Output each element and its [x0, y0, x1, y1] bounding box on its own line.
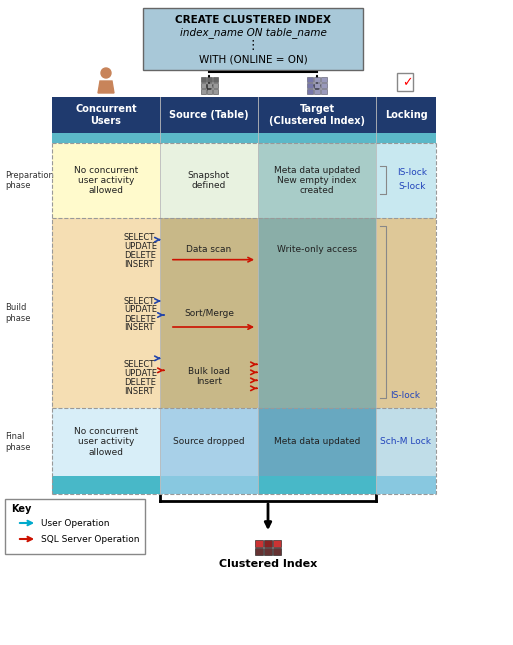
Bar: [52, 143, 160, 218]
Text: SELECT: SELECT: [124, 360, 155, 369]
Bar: [314, 83, 320, 88]
Bar: [397, 73, 413, 91]
Text: Write-only access: Write-only access: [277, 245, 357, 254]
Bar: [52, 133, 160, 143]
Bar: [264, 540, 272, 547]
Text: Build
phase: Build phase: [5, 303, 30, 322]
Bar: [314, 77, 320, 82]
Text: No concurrent
user activity
allowed: No concurrent user activity allowed: [74, 427, 138, 457]
Text: Key: Key: [11, 504, 31, 514]
Bar: [376, 97, 436, 133]
Bar: [201, 77, 206, 82]
Bar: [258, 218, 376, 408]
Bar: [213, 77, 218, 82]
Text: ⋮: ⋮: [247, 39, 259, 52]
Bar: [376, 408, 436, 476]
Text: INSERT: INSERT: [124, 387, 153, 396]
Bar: [273, 540, 281, 547]
Text: Target
(Clustered Index): Target (Clustered Index): [269, 104, 365, 126]
Bar: [307, 89, 313, 94]
Bar: [307, 83, 313, 88]
Bar: [255, 548, 263, 555]
Text: Meta data updated: Meta data updated: [274, 437, 360, 446]
Text: UPDATE: UPDATE: [124, 242, 157, 251]
Text: S-lock: S-lock: [398, 182, 426, 191]
Text: DELETE: DELETE: [124, 251, 156, 260]
Text: Sort/Merge: Sort/Merge: [184, 308, 234, 317]
Text: Concurrent
Users: Concurrent Users: [75, 104, 137, 126]
Polygon shape: [98, 81, 114, 93]
Bar: [258, 133, 376, 143]
Bar: [201, 83, 206, 88]
Text: Source (Table): Source (Table): [169, 110, 249, 120]
Text: Clustered Index: Clustered Index: [219, 559, 317, 569]
Bar: [258, 408, 376, 476]
Text: UPDATE: UPDATE: [124, 306, 157, 315]
Bar: [258, 97, 376, 133]
Text: CREATE CLUSTERED INDEX: CREATE CLUSTERED INDEX: [175, 15, 331, 25]
Bar: [258, 143, 376, 218]
Bar: [264, 548, 272, 555]
Bar: [52, 476, 160, 494]
Text: Snapshot
defined: Snapshot defined: [188, 171, 230, 190]
Text: Data scan: Data scan: [186, 245, 232, 254]
Bar: [160, 476, 258, 494]
Text: Bulk load
Insert: Bulk load Insert: [188, 366, 230, 386]
Text: Sch-M Lock: Sch-M Lock: [381, 437, 431, 446]
Text: SQL Server Operation: SQL Server Operation: [41, 535, 140, 544]
Text: SELECT: SELECT: [124, 233, 155, 242]
Text: INSERT: INSERT: [124, 324, 153, 333]
Text: SELECT: SELECT: [124, 297, 155, 306]
Bar: [160, 97, 258, 133]
Bar: [52, 408, 160, 476]
Bar: [307, 77, 313, 82]
Bar: [213, 89, 218, 94]
Text: Source dropped: Source dropped: [173, 437, 245, 446]
Text: INSERT: INSERT: [124, 260, 153, 269]
Bar: [143, 8, 363, 70]
Bar: [160, 143, 258, 218]
Text: User Operation: User Operation: [41, 519, 109, 528]
Text: Locking: Locking: [385, 110, 427, 120]
Text: Final
phase: Final phase: [5, 432, 30, 452]
Text: Meta data updated
New empty index
created: Meta data updated New empty index create…: [274, 166, 360, 195]
Bar: [5, 499, 145, 554]
Bar: [321, 89, 327, 94]
Bar: [273, 548, 281, 555]
Text: Preparation
phase: Preparation phase: [5, 171, 54, 190]
Text: No concurrent
user activity
allowed: No concurrent user activity allowed: [74, 166, 138, 195]
Text: DELETE: DELETE: [124, 378, 156, 387]
Bar: [207, 89, 212, 94]
Bar: [376, 143, 436, 218]
Bar: [376, 218, 436, 408]
Bar: [258, 476, 376, 494]
Text: IS-lock: IS-lock: [390, 392, 420, 401]
Bar: [160, 408, 258, 476]
Bar: [376, 476, 436, 494]
Bar: [207, 83, 212, 88]
Text: WITH (ONLINE = ON): WITH (ONLINE = ON): [199, 55, 307, 65]
Bar: [160, 133, 258, 143]
Circle shape: [101, 68, 111, 78]
Bar: [255, 540, 263, 547]
Bar: [321, 83, 327, 88]
Bar: [52, 97, 160, 133]
Bar: [52, 218, 160, 408]
Text: ✓: ✓: [402, 77, 412, 90]
Text: UPDATE: UPDATE: [124, 369, 157, 378]
Text: IS-lock: IS-lock: [397, 168, 427, 177]
Bar: [376, 133, 436, 143]
Text: DELETE: DELETE: [124, 315, 156, 324]
Bar: [314, 89, 320, 94]
Bar: [321, 77, 327, 82]
Bar: [213, 83, 218, 88]
Bar: [207, 77, 212, 82]
Bar: [201, 89, 206, 94]
Text: index_name ON table_name: index_name ON table_name: [180, 28, 326, 39]
Bar: [160, 218, 258, 408]
